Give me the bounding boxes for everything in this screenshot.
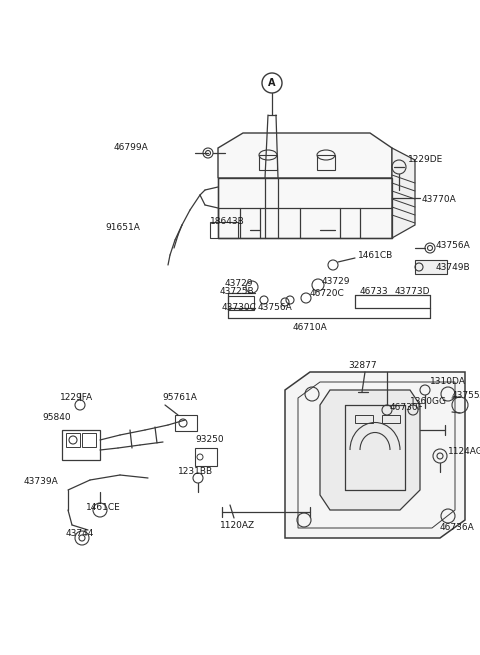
Text: 46730F: 46730F bbox=[390, 403, 424, 413]
Bar bbox=[355, 415, 373, 423]
Text: 46720C: 46720C bbox=[310, 290, 345, 299]
Text: 95840: 95840 bbox=[42, 413, 71, 422]
Bar bbox=[175, 415, 197, 431]
Text: 46710A: 46710A bbox=[293, 324, 327, 333]
Text: 43725B: 43725B bbox=[220, 288, 254, 297]
Text: 1229FA: 1229FA bbox=[60, 394, 93, 403]
Text: 43755A: 43755A bbox=[452, 392, 480, 400]
Bar bbox=[228, 296, 254, 310]
Text: 18643B: 18643B bbox=[210, 217, 245, 227]
Polygon shape bbox=[285, 372, 465, 538]
Text: 46799A: 46799A bbox=[113, 143, 148, 153]
Bar bbox=[210, 222, 238, 238]
Text: 43729: 43729 bbox=[322, 276, 350, 286]
Text: 1231BB: 1231BB bbox=[178, 468, 213, 476]
Text: 43739A: 43739A bbox=[23, 477, 58, 487]
Text: 43756A: 43756A bbox=[436, 240, 471, 250]
Text: 43756A: 43756A bbox=[258, 303, 293, 312]
Text: 43773D: 43773D bbox=[395, 286, 431, 295]
Bar bbox=[195, 448, 217, 466]
Text: 46733: 46733 bbox=[360, 286, 389, 295]
Text: 1310DA: 1310DA bbox=[430, 377, 466, 386]
Text: 95761A: 95761A bbox=[162, 394, 197, 403]
Bar bbox=[382, 415, 400, 423]
Text: 1360GG: 1360GG bbox=[410, 398, 447, 407]
Polygon shape bbox=[392, 148, 415, 238]
Bar bbox=[259, 155, 277, 170]
Text: 1124AG: 1124AG bbox=[448, 447, 480, 457]
Text: 93250: 93250 bbox=[195, 436, 224, 445]
Text: 91651A: 91651A bbox=[105, 223, 140, 233]
Bar bbox=[82, 433, 96, 447]
Text: 43730C: 43730C bbox=[222, 303, 257, 312]
Bar bbox=[415, 260, 447, 274]
Text: 1461CE: 1461CE bbox=[86, 502, 121, 512]
Text: 1229DE: 1229DE bbox=[408, 155, 443, 164]
Text: 43729: 43729 bbox=[225, 278, 253, 288]
Text: 43744: 43744 bbox=[66, 529, 95, 538]
Text: 1120AZ: 1120AZ bbox=[220, 521, 255, 531]
Polygon shape bbox=[320, 390, 420, 510]
Text: 46736A: 46736A bbox=[440, 523, 475, 533]
Bar bbox=[317, 155, 335, 170]
Polygon shape bbox=[298, 382, 455, 528]
Text: 43770A: 43770A bbox=[422, 195, 457, 204]
Bar bbox=[62, 430, 100, 460]
Bar bbox=[66, 433, 80, 447]
Text: 1461CB: 1461CB bbox=[358, 252, 393, 261]
Bar bbox=[218, 178, 392, 238]
Text: 43749B: 43749B bbox=[436, 263, 470, 272]
Text: A: A bbox=[268, 78, 276, 88]
Polygon shape bbox=[218, 133, 392, 178]
Text: 32877: 32877 bbox=[348, 362, 377, 371]
